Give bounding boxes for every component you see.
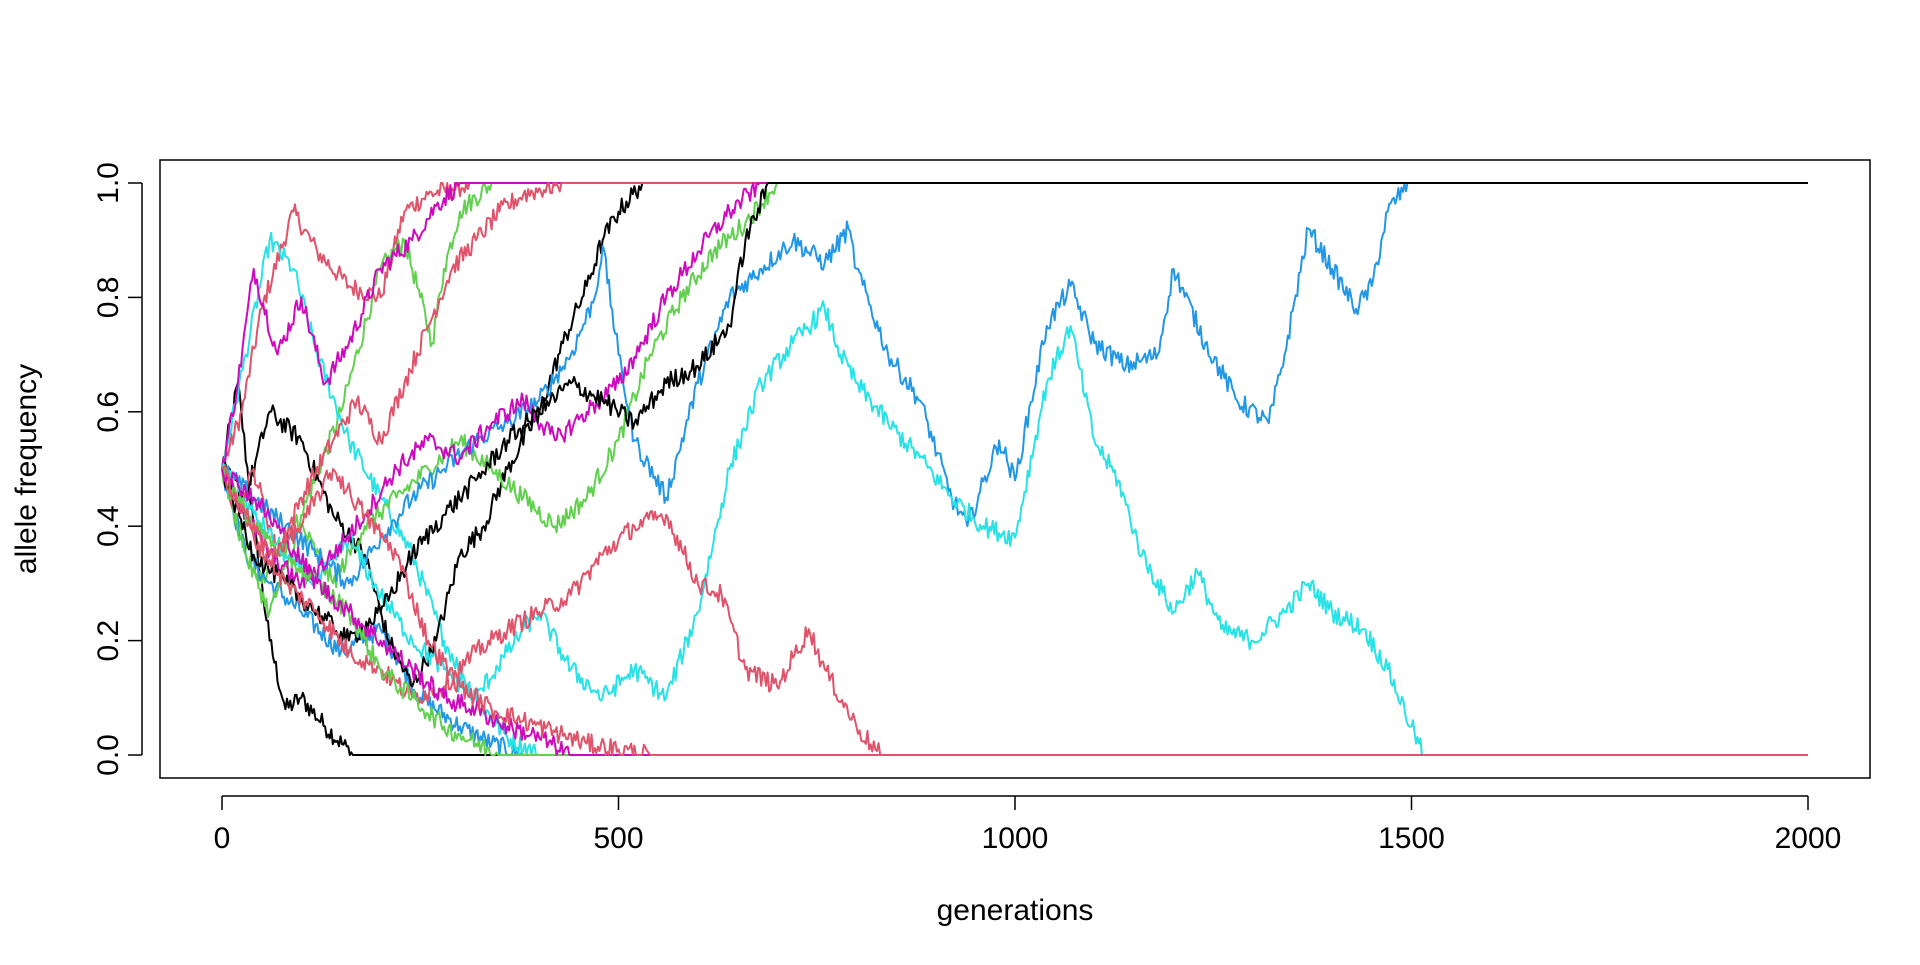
series-line-14 <box>221 468 1808 756</box>
y-tick-label: 0.0 <box>92 734 125 776</box>
plot-frame <box>159 159 1871 779</box>
x-tick-label: 0 <box>214 822 231 855</box>
series-line-4 <box>221 468 1808 756</box>
y-tick-label: 0.8 <box>92 277 125 319</box>
series-line-3 <box>221 182 1808 585</box>
series-line-1 <box>221 382 1808 756</box>
y-axis-label: allele frequency <box>10 364 43 574</box>
y-axis: 0.0 0.2 0.4 0.6 0.8 1.0 <box>92 162 143 776</box>
series-line-6 <box>221 182 1808 470</box>
series-line-12 <box>221 182 1808 590</box>
x-tick-label: 2000 <box>1775 822 1842 855</box>
series-line-16 <box>221 468 1808 756</box>
y-tick-label: 0.2 <box>92 620 125 662</box>
series-line-15 <box>221 464 1808 756</box>
x-tick-label: 500 <box>593 822 643 855</box>
series-line-8 <box>221 182 1808 557</box>
x-tick-label: 1500 <box>1378 822 1445 855</box>
x-axis: 0 500 1000 1500 2000 <box>214 795 1842 855</box>
series-layer <box>221 182 1808 756</box>
y-tick-label: 0.4 <box>92 505 125 547</box>
series-line-10 <box>221 182 1808 590</box>
series-line-2 <box>221 182 1808 470</box>
series-line-17 <box>221 464 1808 756</box>
x-tick-label: 1000 <box>982 822 1049 855</box>
y-tick-label: 0.6 <box>92 391 125 433</box>
x-axis-label: generations <box>937 894 1094 927</box>
series-line-5 <box>221 231 1808 756</box>
series-line-11 <box>221 300 1808 756</box>
y-tick-label: 1.0 <box>92 162 125 204</box>
